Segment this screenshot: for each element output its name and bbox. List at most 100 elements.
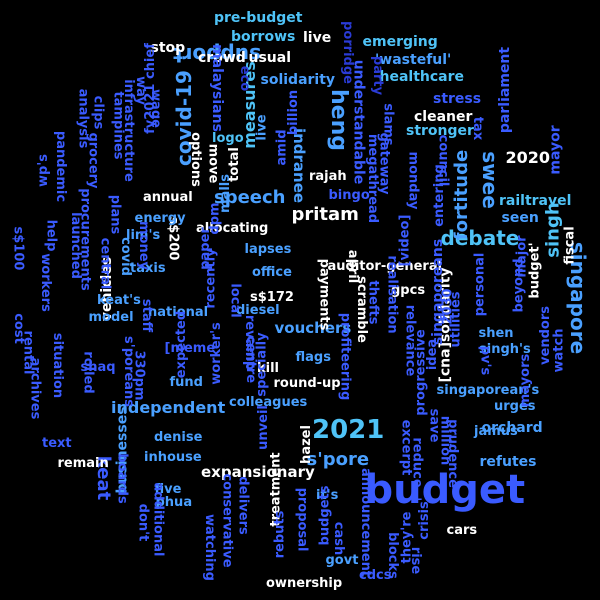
word-49: budget' xyxy=(527,241,543,299)
word-16: singh xyxy=(542,202,564,258)
word-118: inhouse xyxy=(144,449,202,465)
word-179: shaq xyxy=(80,359,116,375)
word-129: cash xyxy=(330,521,346,555)
word-128: proposal xyxy=(294,487,310,551)
word-142: clips xyxy=(90,95,106,129)
word-70: thefts xyxy=(365,280,381,324)
word-8: swee xyxy=(477,151,502,209)
word-111: wp's xyxy=(35,153,51,187)
word-156: monday xyxy=(405,151,421,209)
word-33: solidarity xyxy=(260,72,336,88)
word-163: [meme xyxy=(164,340,216,356)
word-75: singaporean's xyxy=(436,382,540,398)
word-95: lapses xyxy=(244,241,292,257)
word-4: heng xyxy=(326,89,351,151)
word-46: seen xyxy=(501,210,539,226)
word-12: expansionary xyxy=(201,462,315,481)
word-109: pandemic xyxy=(52,130,68,202)
word-160: [video] xyxy=(397,214,413,266)
word-61: round-up xyxy=(273,375,341,391)
word-165: s'poreans xyxy=(120,335,136,407)
word-27: live xyxy=(303,30,332,46)
word-68: payments xyxy=(316,258,332,330)
word-55: allocating xyxy=(196,220,269,236)
word-72: profiteering xyxy=(337,312,353,400)
word-117: denise xyxy=(154,429,203,445)
word-149: live xyxy=(254,113,270,141)
word-166: worker's xyxy=(208,321,224,385)
word-155: megathread xyxy=(364,133,380,223)
word-176: workers xyxy=(37,252,53,312)
word-180: central xyxy=(97,237,113,289)
word-35: malaysians xyxy=(208,44,225,132)
word-127: budgets xyxy=(317,485,333,545)
word-41: indranee xyxy=(289,127,308,203)
word-76: urges xyxy=(494,398,536,414)
word-110: help xyxy=(43,219,59,251)
word-78: vendors xyxy=(537,305,553,365)
word-94: office xyxy=(252,264,292,280)
word-145: tampines xyxy=(110,90,126,160)
word-112: s$100 xyxy=(10,226,26,270)
word-30: 'wasteful' xyxy=(375,52,452,68)
word-134: they're xyxy=(399,511,415,563)
word-104: money xyxy=(135,220,151,270)
word-69: realisation xyxy=(384,254,400,334)
word-130: announcement xyxy=(357,467,373,577)
word-65: ownership xyxy=(266,575,343,591)
word-90: utilities xyxy=(448,290,464,348)
word-83: shen xyxy=(478,325,514,341)
word-22: pre-budget xyxy=(214,10,303,26)
word-138: save xyxy=(426,408,442,442)
word-0: budget xyxy=(364,467,526,513)
word-24: stop xyxy=(150,40,186,56)
word-103: covid xyxy=(117,236,133,276)
word-84: singh's xyxy=(479,341,531,357)
word-91: flags xyxy=(295,349,331,365)
word-126: it's xyxy=(316,487,339,503)
word-123: conservative xyxy=(219,472,235,568)
word-43: bingo xyxy=(328,187,370,203)
word-116: text xyxy=(42,435,72,451)
word-151: amid xyxy=(274,128,290,166)
word-182: don't xyxy=(135,503,151,541)
word-60: kill xyxy=(257,360,280,376)
word-120: phua xyxy=(155,494,193,510)
word-97: national xyxy=(148,304,209,320)
word-132: cdcs xyxy=(359,567,392,583)
word-119: five xyxy=(154,481,182,497)
word-125: govt xyxy=(325,552,359,568)
word-1: 2021 xyxy=(312,415,385,445)
word-177: situation xyxy=(49,332,65,398)
word-14: vouchers xyxy=(274,318,352,337)
word-44: mayor xyxy=(547,125,564,175)
word-87: personal xyxy=(472,252,488,316)
word-168: unveil xyxy=(255,404,271,450)
word-62: remain xyxy=(57,455,109,471)
word-82: jamus xyxy=(474,423,518,439)
word-147: wage xyxy=(147,88,163,128)
word-10: independent xyxy=(111,398,226,417)
word-77: mayors xyxy=(517,353,533,407)
word-81: refutes xyxy=(479,454,537,470)
word-121: additional xyxy=(150,482,166,556)
word-47: fiscal xyxy=(562,225,578,265)
word-25: crowd xyxy=(198,50,246,66)
word-52: s$172 xyxy=(250,289,294,305)
word-169: rebuts xyxy=(272,510,288,558)
word-108: launched xyxy=(67,211,83,279)
word-122: watching xyxy=(201,513,217,581)
word-92: colleagues xyxy=(229,394,308,410)
word-88: idea xyxy=(424,338,440,370)
word-140: excerpt xyxy=(398,419,414,475)
word-150: billion xyxy=(285,89,301,135)
word-141: analysis xyxy=(75,88,91,148)
word-38: stress xyxy=(433,91,482,107)
word-102: lim's xyxy=(126,227,161,243)
word-59: options xyxy=(187,131,203,187)
word-148: logo xyxy=(212,130,244,146)
word-57: annual xyxy=(143,189,193,205)
word-115: archives xyxy=(27,357,43,419)
word-100: model xyxy=(88,309,134,325)
